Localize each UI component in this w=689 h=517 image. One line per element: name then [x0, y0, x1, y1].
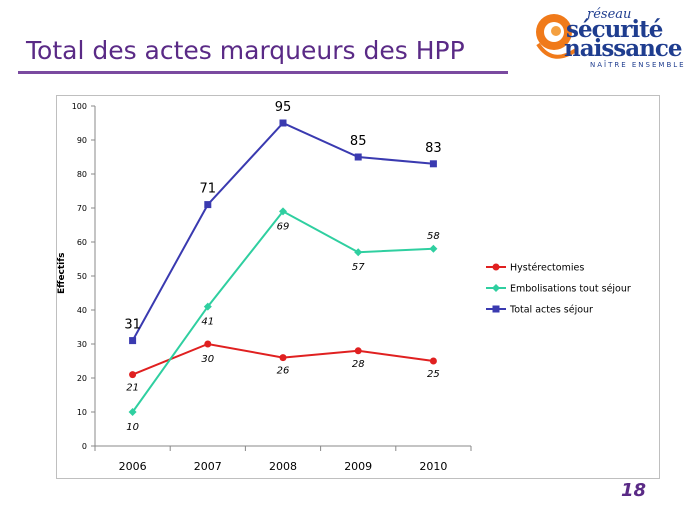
data-label: 21	[126, 383, 139, 394]
logo-line-2: sécurité	[566, 16, 663, 43]
legend-swatch-marker	[492, 263, 500, 271]
x-tick-label: 2006	[119, 460, 147, 473]
x-tick-label: 2009	[344, 460, 372, 473]
series-marker	[129, 371, 137, 379]
series-marker	[203, 302, 212, 311]
y-tick-label: 60	[77, 238, 87, 247]
data-label: 10	[126, 422, 139, 433]
y-tick-label: 80	[77, 170, 87, 179]
series-marker	[354, 248, 363, 257]
logo-tagline: NAÎTRE ENSEMBLE	[590, 61, 686, 69]
y-tick-label: 90	[77, 136, 87, 145]
data-label: 26	[277, 366, 290, 377]
series-marker	[354, 153, 362, 161]
series-marker	[129, 337, 137, 345]
series-marker	[279, 119, 287, 127]
y-tick-label: 50	[77, 272, 87, 281]
legend-swatch-marker	[492, 284, 500, 292]
slide-title: Total des actes marqueurs des HPP	[26, 36, 465, 65]
data-label: 95	[275, 100, 292, 115]
series-marker	[128, 408, 137, 416]
data-label: 85	[350, 134, 367, 149]
series-marker	[279, 354, 287, 362]
logo-line-1: réseau	[587, 7, 632, 22]
series-marker	[429, 357, 437, 365]
data-label: 71	[200, 182, 217, 197]
x-tick-label: 2008	[269, 460, 297, 473]
title-underline	[18, 71, 508, 74]
data-label: 28	[352, 359, 365, 370]
legend-label: Total actes séjour	[509, 305, 593, 316]
data-label: 83	[425, 141, 442, 156]
legend-label: Hystérectomies	[510, 263, 584, 274]
legend-swatch-marker	[492, 305, 500, 313]
data-label: 25	[427, 369, 440, 380]
series-marker	[354, 347, 362, 355]
y-tick-label: 40	[77, 306, 87, 315]
data-label: 30	[201, 354, 214, 365]
logo-swirl-icon	[536, 14, 578, 59]
x-tick-label: 2007	[194, 460, 222, 473]
series-marker	[429, 244, 438, 253]
logo-line-3: naissance	[564, 35, 683, 62]
series-marker	[204, 201, 212, 209]
series-marker	[429, 160, 437, 168]
x-tick-label: 2010	[419, 460, 447, 473]
y-tick-label: 100	[72, 102, 87, 111]
y-tick-label: 10	[77, 408, 87, 417]
page-number: 18	[621, 480, 647, 501]
series-marker	[279, 207, 287, 216]
y-tick-label: 20	[77, 374, 87, 383]
series-marker	[204, 340, 212, 348]
data-label: 41	[201, 317, 214, 328]
legend-label: Embolisations tout séjour	[510, 284, 631, 295]
y-axis-label: Effectifs	[57, 252, 67, 294]
data-label: 69	[277, 221, 290, 232]
line-chart: 0 10 20 30 40 50 60 70 80 90 100 2006 2007 2008 2009 20…	[56, 95, 660, 479]
data-label: 58	[427, 231, 440, 242]
y-tick-label: 70	[77, 204, 87, 213]
y-tick-label: 30	[77, 340, 87, 349]
data-label: 31	[124, 318, 141, 333]
y-tick-label: 0	[82, 442, 87, 451]
data-label: 57	[352, 262, 365, 273]
